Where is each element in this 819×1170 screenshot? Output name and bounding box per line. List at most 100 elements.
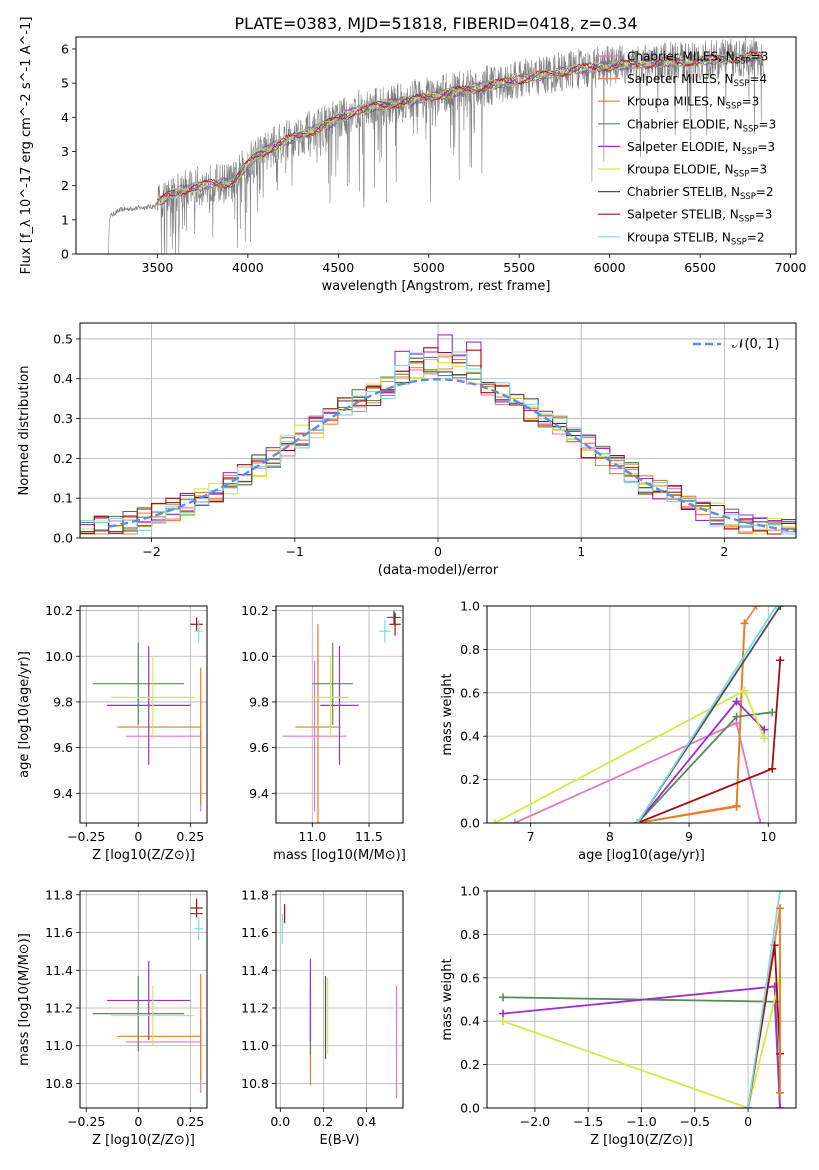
mass-weight-marker [498,1017,507,1026]
x-axis-label: wavelength [Angstrom, rest frame] [322,279,551,294]
x-axis-label: mass [log10(M/M⊙)] [273,848,406,863]
y-axis-label: mass [log10(M/M⊙)] [17,933,32,1066]
mass-weight-line [494,689,766,823]
legend-label: Kroupa STELIB, NSSP=2 [627,230,765,247]
mass-weight-line [636,606,777,823]
legend-count: =3 [759,117,777,131]
x-tick-label: 0.4 [356,1114,376,1129]
legend-count: =2 [747,230,765,244]
x-axis-label: Z [log10(Z/Z⊙)] [92,848,195,863]
legend-label: Salpeter STELIB, NSSP=3 [627,208,772,225]
y-tick-label: 11.6 [45,925,73,940]
mass-weight-marker [776,1104,785,1108]
legend-label: Chabrier MILES, NSSP=3 [627,50,768,67]
figure-title: PLATE=0383, MJD=51818, FIBERID=0418, z=0… [234,14,637,33]
x-tick-label: 11.0 [298,829,326,844]
mass-weight-marker [498,1009,507,1018]
errorbar-point [111,985,195,1046]
y-tick-label: 1 [61,212,69,227]
y-tick-label: 9.4 [53,786,73,801]
y-axis-label: mass weight [440,958,455,1040]
legend-label: Chabrier STELIB, NSSP=2 [627,185,774,202]
mass-weight-line [636,711,773,823]
x-tick-label: 0 [434,544,442,559]
model-spectrum [157,50,764,204]
normal-curve [108,377,796,533]
x-tick-label: −1 [286,544,304,559]
mass-weight-line [637,606,758,823]
panel-mass-vs-EBV: 0.0 0.2 0.4 10.8 11.0 11.2 11.4 11.6 11.8 E(B-V) [241,887,404,1148]
y-tick-label: 11.0 [241,1038,269,1053]
errorbar-point [282,660,347,812]
panel-age-vs-Z: −0.25 0 0.25 9.4 9.6 9.8 10.0 10.2 Z [log10(Z/Z⊙… [17,603,208,863]
legend-sub: SSP [741,147,757,157]
mass-weight-marker [776,606,785,610]
mass-weight-marker [510,819,519,823]
x-tick-label: 1 [577,544,585,559]
plot-area [92,898,203,1093]
mass-weight-marker [498,993,507,1002]
plot-area [490,606,785,823]
x-tick-label: 4500 [322,260,354,275]
x-tick-label: 0 [134,829,142,844]
y-axis-label: Normed distribution [17,366,32,496]
y-tick-label: 11.2 [241,1000,269,1015]
y-tick-label: 0.2 [460,1057,480,1072]
y-tick-label: 1.0 [460,599,480,614]
mass-weight-line [747,891,781,1108]
legend-count: =2 [756,185,774,199]
x-tick-label: 0.25 [176,829,204,844]
mass-weight-marker [752,606,761,610]
mass-weight-marker [776,891,785,895]
legend-sub: SSP [734,170,750,180]
y-tick-label: 0.4 [53,371,73,386]
y-tick-label: 2 [61,178,69,193]
y-tick-label: 0.5 [53,331,73,346]
x-tick-label: 4000 [232,260,264,275]
x-axis-label: age [log10(age/yr)] [578,848,705,863]
mass-weight-marker [732,712,741,721]
y-tick-label: 9.6 [53,740,73,755]
y-tick-label: 9.6 [249,740,269,755]
legend-count: =3 [757,140,775,154]
x-tick-label: −0.5 [680,1114,710,1129]
y-tick-label: 0.2 [460,772,480,787]
legend-count: =3 [751,50,769,64]
legend-sub: SSP [726,102,742,112]
panel-residuals: −2 −1 0 1 2 0.0 0.1 0.2 0.3 0.4 0.5 (data-model)/er… [17,322,797,578]
errorbar-point [379,619,391,643]
y-tick-label: 11.0 [45,1038,73,1053]
legend-sub: SSP [731,237,747,247]
legend-label: Salpeter ELODIE, NSSP=3 [627,140,775,157]
y-tick-label: 11.4 [45,963,73,978]
y-tick-label: 4 [61,110,69,125]
plot-area [281,904,398,1099]
y-tick-label: 0.0 [460,816,480,831]
mass-weight-marker [768,708,777,717]
mass-weight-marker [732,802,741,811]
y-tick-label: 9.4 [249,786,269,801]
x-tick-label: −0.25 [67,1114,105,1129]
mass-weight-line [637,623,746,823]
y-tick-label: 10.2 [45,603,73,618]
model-spectrum [157,52,764,207]
x-tick-label: −2 [142,544,160,559]
x-tick-label: 7 [527,829,535,844]
panel-mass-weight-vs-Z: −2.0 −1.5 −1.0 −0.5 0 0.0 0.2 0.4 0.6 0.8 1.0 Z [lo… [440,884,797,1148]
x-tick-label: 11.5 [355,829,383,844]
y-tick-label: 11.2 [45,1000,73,1015]
legend-label: Chabrier ELODIE, NSSP=3 [627,117,776,134]
x-tick-label: 0.25 [176,1114,204,1129]
y-tick-label: 0.0 [460,1101,480,1116]
legend-count: =3 [742,95,760,109]
axes-frame [79,322,797,539]
y-tick-label: 0.4 [460,729,480,744]
x-tick-label: 0.2 [313,1114,333,1129]
y-tick-label: 9.8 [53,694,73,709]
y-tick-label: 0.6 [460,970,480,985]
x-tick-label: 6500 [684,260,716,275]
y-tick-label: 0.6 [460,685,480,700]
mass-weight-marker [490,819,499,823]
errorbar-point [92,642,185,725]
